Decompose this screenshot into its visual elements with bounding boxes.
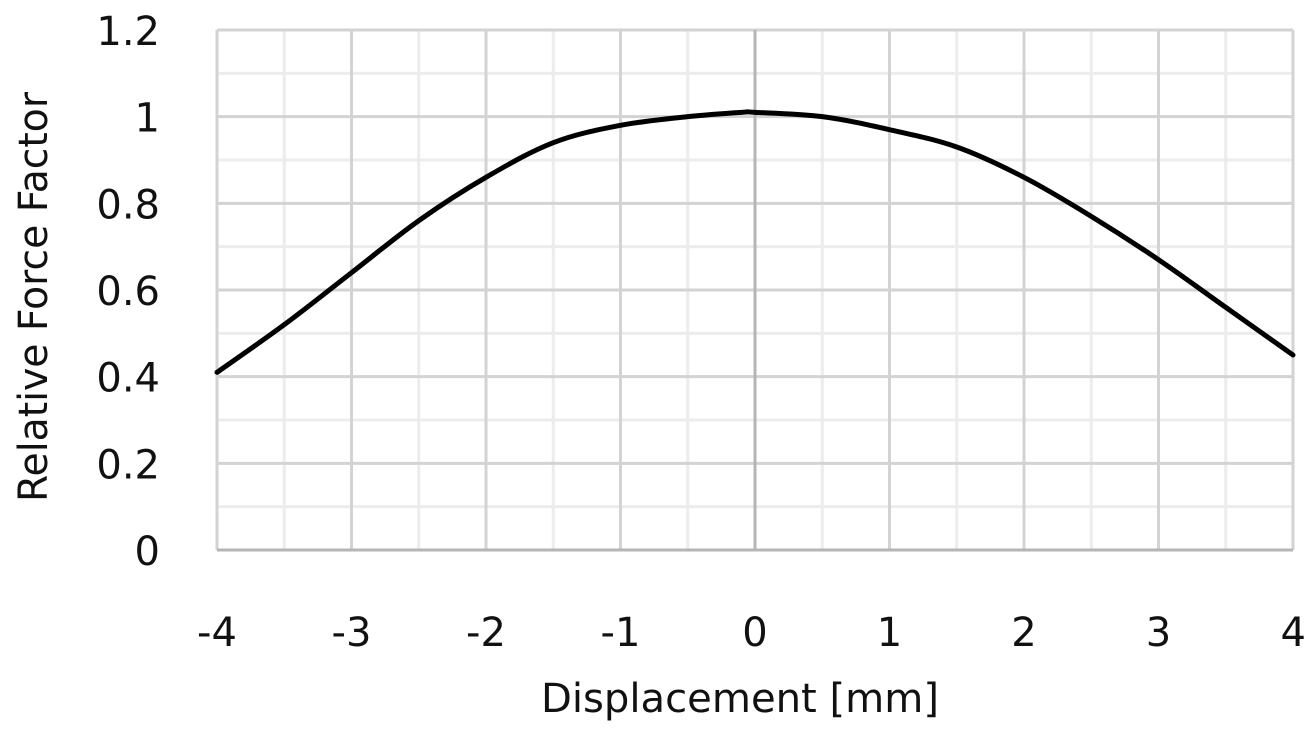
x-axis-title: Displacement [mm] [541,676,939,722]
x-tick-label: 1 [877,610,902,656]
x-tick-label: -1 [601,610,641,656]
x-tick-label: 4 [1281,610,1306,656]
x-tick-label: 3 [1146,610,1171,656]
series-group [214,109,1296,375]
zero-axis-line [217,30,1293,552]
y-tick-label: 0.8 [96,182,160,228]
y-tick-label: 0.4 [96,356,160,402]
x-tick-label: -3 [332,610,372,656]
y-tick-label: 0.6 [96,269,160,315]
x-tick-label: 0 [742,610,767,656]
y-tick-label: 0 [135,529,160,575]
y-tick-label: 1.2 [96,9,160,55]
x-tick-label: 2 [1011,610,1036,656]
y-tick-label: 0.2 [96,442,160,488]
y-tick-labels: 0 0.2 0.4 0.6 0.8 1 1.2 [96,9,160,575]
x-tick-label: -2 [466,610,506,656]
x-tick-labels: -4 -3 -2 -1 0 1 2 3 4 [197,610,1306,656]
x-tick-label: -4 [197,610,237,656]
y-axis-title: Relative Force Factor [11,91,57,502]
y-tick-label: 1 [135,96,160,142]
series-line [214,109,1296,375]
